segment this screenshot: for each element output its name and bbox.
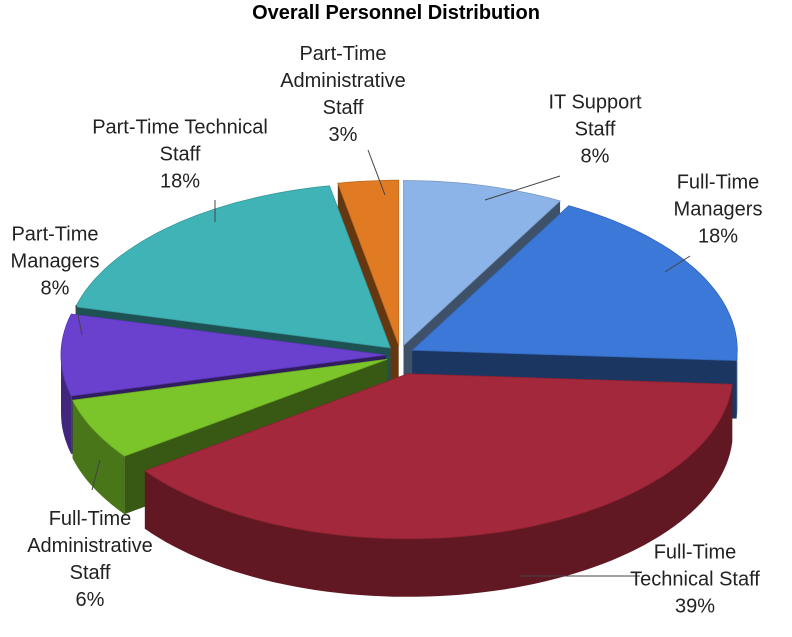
slice-label: Full-Time Administrative Staff 6%: [10, 506, 170, 614]
label-value: 18%: [159, 170, 201, 193]
label-value: 8%: [580, 145, 610, 168]
label-value: 6%: [75, 589, 105, 611]
leader-line: [75, 304, 83, 336]
label-value: 18%: [697, 225, 739, 248]
label-name: IT Support Staff: [548, 91, 642, 141]
slice: [403, 180, 561, 347]
label-name: Part-Time Administrative Staff: [280, 43, 406, 119]
chart-title: Overall Personnel Distribution: [252, 2, 540, 24]
slice: [337, 179, 400, 346]
slice: [71, 358, 388, 457]
slice-wall: [144, 384, 733, 597]
leader-line: [367, 149, 386, 196]
slice-wall: [72, 400, 125, 515]
slice-label: Part-Time Administrative Staff 3%: [263, 41, 423, 149]
label-value: 3%: [328, 124, 358, 146]
label-name: Full-Time Administrative Staff: [27, 508, 153, 584]
slice: [144, 373, 733, 540]
label-name: Full-Time Managers: [673, 171, 763, 221]
slice: [60, 313, 387, 397]
label-value: 8%: [40, 277, 70, 300]
slice-label: Part-Time Managers 8%: [0, 222, 110, 303]
label-name: Part-Time Technical Staff: [92, 116, 268, 166]
slice-label: IT Support Staff 8%: [535, 90, 655, 171]
label-value: 39%: [674, 595, 716, 618]
slice-label: Full-Time Managers 18%: [653, 170, 783, 251]
label-name: Part-Time Managers: [10, 223, 100, 273]
slice-wall: [61, 355, 72, 454]
slice-label: Part-Time Technical Staff 18%: [80, 115, 280, 196]
leader-line: [664, 255, 691, 273]
slice: [411, 205, 738, 362]
slice-label: Full-Time Technical Staff 39%: [610, 540, 780, 621]
slice-wall: [736, 350, 738, 419]
label-name: Full-Time Technical Staff: [630, 541, 760, 591]
leader-line: [91, 459, 101, 491]
slice: [74, 185, 392, 349]
leader-line: [484, 175, 561, 201]
